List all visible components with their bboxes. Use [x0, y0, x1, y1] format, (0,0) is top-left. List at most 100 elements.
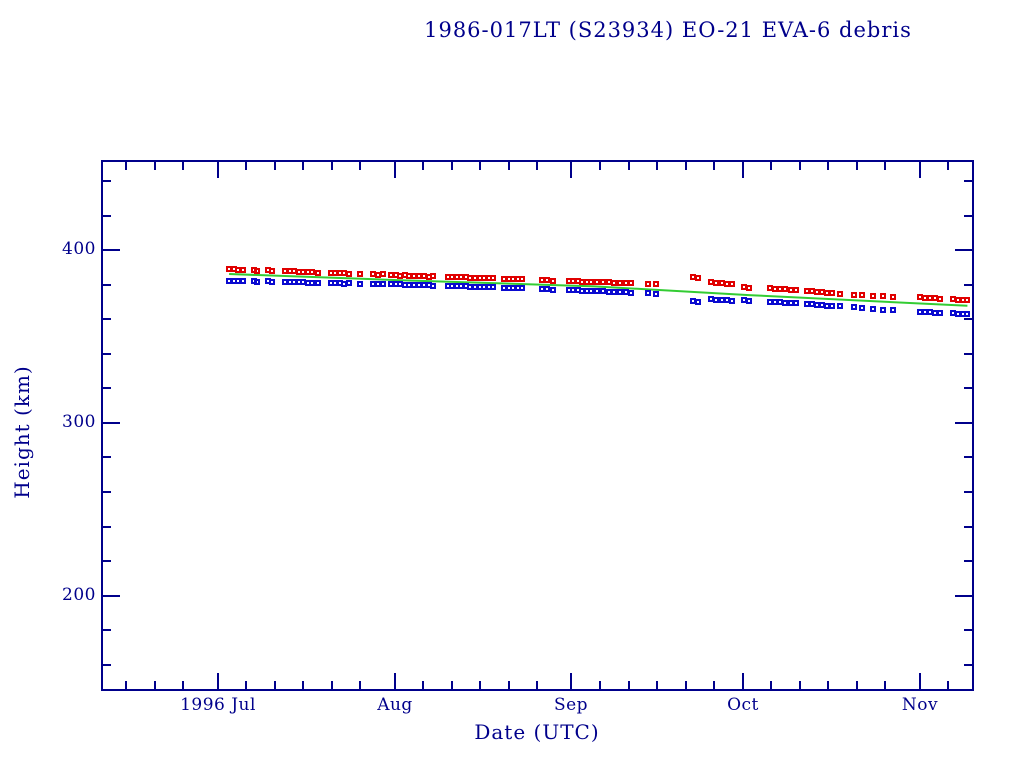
y-minor-tick	[103, 284, 111, 286]
apogee-marker	[851, 292, 857, 298]
x-minor-tick	[947, 681, 949, 689]
perigee-marker	[550, 287, 556, 293]
y-minor-tick	[103, 491, 111, 493]
x-minor-tick	[656, 681, 658, 689]
x-minor-tick	[628, 681, 630, 689]
x-minor-tick	[302, 162, 304, 170]
x-major-tick	[919, 162, 921, 178]
apogee-marker	[315, 270, 321, 276]
x-minor-tick	[359, 162, 361, 170]
y-minor-tick	[103, 215, 111, 217]
x-minor-tick	[154, 681, 156, 689]
x-minor-tick	[479, 681, 481, 689]
perigee-marker	[240, 278, 246, 284]
y-tick-label: 400	[62, 239, 96, 259]
x-major-tick	[217, 162, 219, 178]
x-minor-tick	[827, 681, 829, 689]
y-axis-label: Height (km)	[10, 365, 34, 499]
x-tick-label: Oct	[727, 695, 759, 715]
x-minor-tick	[274, 681, 276, 689]
x-minor-tick	[508, 162, 510, 170]
x-minor-tick	[947, 162, 949, 170]
y-minor-tick	[103, 353, 111, 355]
apogee-marker	[254, 268, 260, 274]
perigee-marker	[713, 297, 719, 303]
x-minor-tick	[713, 681, 715, 689]
x-minor-tick	[856, 162, 858, 170]
y-minor-tick	[103, 526, 111, 528]
x-minor-tick	[685, 681, 687, 689]
apogee-marker	[890, 294, 896, 300]
apogee-marker	[729, 281, 735, 287]
x-minor-tick	[799, 681, 801, 689]
y-minor-tick	[964, 456, 972, 458]
perigee-marker	[611, 289, 617, 295]
x-minor-tick	[245, 162, 247, 170]
apogee-marker	[240, 267, 246, 273]
x-minor-tick	[508, 681, 510, 689]
perigee-marker	[645, 290, 651, 296]
perigee-marker	[793, 300, 799, 306]
perigee-marker	[254, 279, 260, 285]
apogee-marker	[357, 271, 363, 277]
perigee-marker	[380, 281, 386, 287]
y-minor-tick	[103, 318, 111, 320]
x-minor-tick	[884, 681, 886, 689]
x-minor-tick	[125, 681, 127, 689]
chart-title: 1986-017LT (S23934) EO-21 EVA-6 debris	[424, 18, 912, 42]
perigee-marker	[829, 303, 835, 309]
apogee-marker	[793, 287, 799, 293]
x-minor-tick	[274, 162, 276, 170]
apogee-marker	[519, 276, 525, 282]
perigee-marker	[628, 290, 634, 296]
x-minor-tick	[359, 681, 361, 689]
x-minor-tick	[685, 162, 687, 170]
x-major-tick	[217, 673, 219, 689]
y-major-tick	[955, 422, 972, 424]
apogee-marker	[611, 280, 617, 286]
y-minor-tick	[964, 526, 972, 528]
mean-height-line	[229, 273, 968, 307]
perigee-marker	[600, 288, 606, 294]
x-major-tick	[742, 673, 744, 689]
x-major-tick	[742, 162, 744, 178]
x-minor-tick	[245, 681, 247, 689]
apogee-marker	[837, 291, 843, 297]
y-minor-tick	[964, 284, 972, 286]
y-minor-tick	[103, 387, 111, 389]
x-minor-tick	[599, 681, 601, 689]
apogee-marker	[269, 268, 275, 274]
perigee-marker	[695, 299, 701, 305]
x-minor-tick	[182, 162, 184, 170]
perigee-marker	[782, 300, 788, 306]
x-minor-tick	[770, 681, 772, 689]
apogee-marker	[594, 279, 600, 285]
y-minor-tick	[964, 491, 972, 493]
y-minor-tick	[964, 353, 972, 355]
perigee-marker	[746, 298, 752, 304]
apogee-marker	[713, 280, 719, 286]
perigee-marker	[309, 280, 315, 286]
y-minor-tick	[964, 629, 972, 631]
apogee-marker	[617, 280, 623, 286]
apogee-marker	[550, 278, 556, 284]
apogee-marker	[880, 293, 886, 299]
perigee-marker	[937, 310, 943, 316]
apogee-marker	[544, 277, 550, 283]
x-minor-tick	[856, 681, 858, 689]
x-minor-tick	[331, 162, 333, 170]
x-tick-label: 1996 Jul	[180, 695, 256, 715]
perigee-marker	[588, 288, 594, 294]
y-major-tick	[103, 249, 120, 251]
x-minor-tick	[536, 681, 538, 689]
x-minor-tick	[451, 162, 453, 170]
x-minor-tick	[713, 162, 715, 170]
apogee-marker	[430, 273, 436, 279]
x-minor-tick	[599, 162, 601, 170]
y-tick-label: 300	[62, 412, 96, 432]
apogee-marker	[628, 280, 634, 286]
x-minor-tick	[628, 162, 630, 170]
perigee-marker	[269, 279, 275, 285]
apogee-marker	[829, 290, 835, 296]
